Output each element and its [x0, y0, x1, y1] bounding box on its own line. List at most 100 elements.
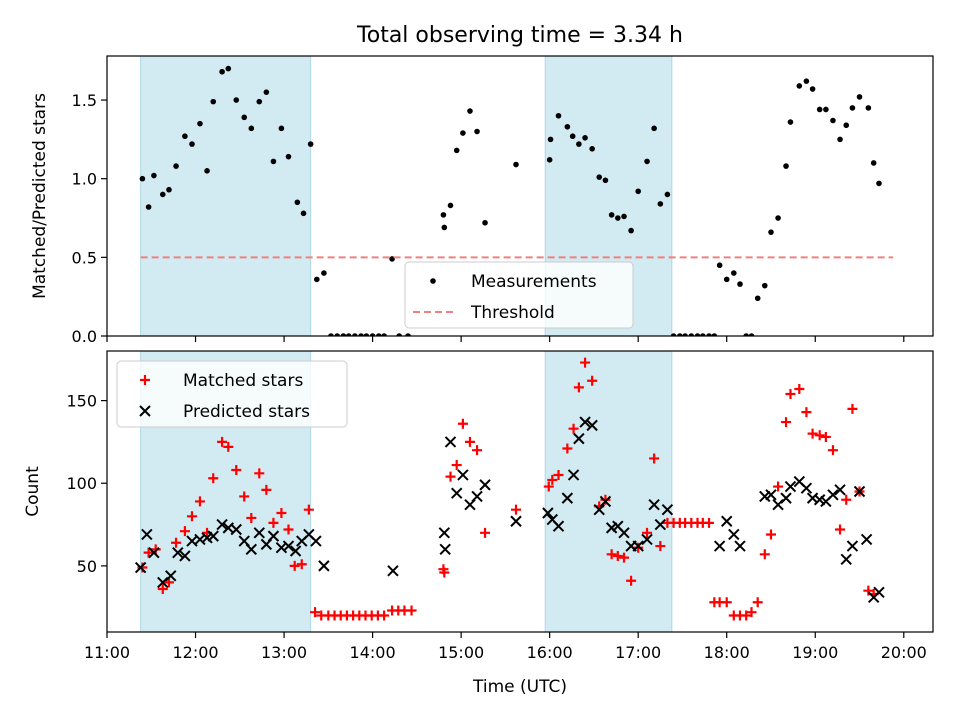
- x-tick-label: 16:00: [527, 643, 573, 662]
- data-point: [754, 295, 761, 302]
- data-point: [207, 530, 219, 542]
- data-point: [694, 333, 701, 336]
- data-point: [655, 541, 666, 552]
- data-point: [139, 175, 146, 182]
- ratio-panel: 0.0 0.5 1.0 1.5 Matched/Predicted stars Measu…: [30, 55, 934, 346]
- x-tick-label: 13:00: [261, 643, 307, 662]
- data-point: [542, 507, 554, 519]
- data-point: [547, 136, 554, 143]
- data-point: [219, 68, 225, 75]
- data-point: [608, 212, 615, 218]
- data-point: [856, 94, 863, 100]
- data-point: [194, 496, 205, 507]
- data-point: [775, 215, 781, 221]
- data-point: [179, 550, 191, 562]
- data-point: [843, 122, 850, 129]
- data-point: [870, 160, 877, 166]
- data-point: [396, 333, 402, 336]
- y-tick-label: 1.0: [72, 170, 97, 189]
- data-point: [586, 419, 598, 432]
- data-point: [807, 428, 818, 439]
- data-point: [270, 158, 277, 165]
- data-point: [480, 527, 491, 538]
- data-point: [547, 474, 558, 485]
- data-point: [704, 517, 715, 528]
- data-point: [573, 432, 585, 445]
- data-point: [841, 494, 852, 505]
- data-point: [282, 540, 295, 552]
- data-point: [182, 133, 188, 140]
- data-point: [157, 584, 168, 595]
- data-point: [450, 487, 463, 499]
- data-point: [267, 530, 280, 542]
- y-tick-label: 50: [77, 557, 97, 576]
- data-point: [664, 191, 671, 198]
- data-point: [847, 403, 858, 414]
- data-point: [860, 533, 873, 546]
- data-point: [379, 610, 390, 621]
- data-point: [820, 431, 831, 442]
- data-point: [661, 503, 674, 516]
- data-point: [827, 489, 839, 501]
- legend-box: [404, 261, 634, 329]
- data-point: [289, 560, 300, 571]
- data-point: [723, 276, 730, 283]
- data-point: [589, 146, 595, 152]
- data-point: [141, 528, 153, 541]
- data-point: [189, 141, 195, 147]
- data-point: [289, 545, 302, 557]
- data-point: [677, 333, 683, 336]
- data-point: [737, 281, 743, 287]
- data-point: [765, 489, 777, 501]
- data-point: [546, 157, 553, 163]
- data-point: [721, 515, 733, 527]
- data-point: [225, 65, 232, 72]
- data-point: [310, 607, 321, 618]
- legend: Measurements Threshold: [404, 261, 634, 329]
- data-point: [217, 436, 228, 447]
- data-point: [241, 114, 248, 121]
- data-point: [628, 227, 634, 234]
- data-point: [143, 547, 154, 558]
- data-point: [602, 177, 609, 184]
- legend-marker: [430, 278, 436, 284]
- y-tick-label: 150: [66, 392, 97, 411]
- plot-area: [134, 357, 885, 621]
- data-point: [876, 180, 882, 187]
- data-point: [439, 543, 451, 556]
- axes-frame: [106, 55, 934, 337]
- x-tick-label: 18:00: [704, 643, 750, 662]
- data-point: [834, 484, 846, 496]
- legend-label: Predicted stars: [183, 402, 310, 422]
- data-point: [606, 549, 617, 560]
- y-tick-label: 0.5: [72, 248, 97, 267]
- data-point: [567, 469, 580, 481]
- data-point: [840, 553, 852, 565]
- x-tick-label: 17:00: [615, 643, 661, 662]
- data-point: [716, 262, 723, 269]
- data-point: [208, 473, 219, 484]
- data-point: [340, 333, 347, 336]
- data-point: [471, 490, 483, 503]
- data-point: [233, 97, 240, 103]
- count-panel: 11:00 12:00 13:00 14:00 15:00 16:00 17:00 18:00…: [23, 350, 934, 662]
- data-point: [186, 511, 197, 522]
- data-point: [172, 546, 184, 559]
- data-point: [318, 560, 330, 572]
- x-axis-label: Time (UTC): [472, 677, 567, 697]
- data-point: [441, 224, 448, 231]
- data-point: [283, 524, 294, 535]
- legend-label: Measurements: [471, 272, 597, 292]
- data-point: [596, 174, 603, 180]
- data-point: [863, 585, 874, 596]
- data-point: [239, 491, 250, 502]
- data-point: [569, 133, 576, 140]
- series-matched-stars: [137, 357, 879, 621]
- data-point: [285, 153, 292, 160]
- data-point: [555, 112, 562, 119]
- data-point: [467, 108, 473, 114]
- x-tick-label: 20:00: [881, 643, 927, 662]
- data-point: [780, 492, 792, 504]
- data-point: [197, 120, 203, 127]
- data-point: [345, 333, 352, 336]
